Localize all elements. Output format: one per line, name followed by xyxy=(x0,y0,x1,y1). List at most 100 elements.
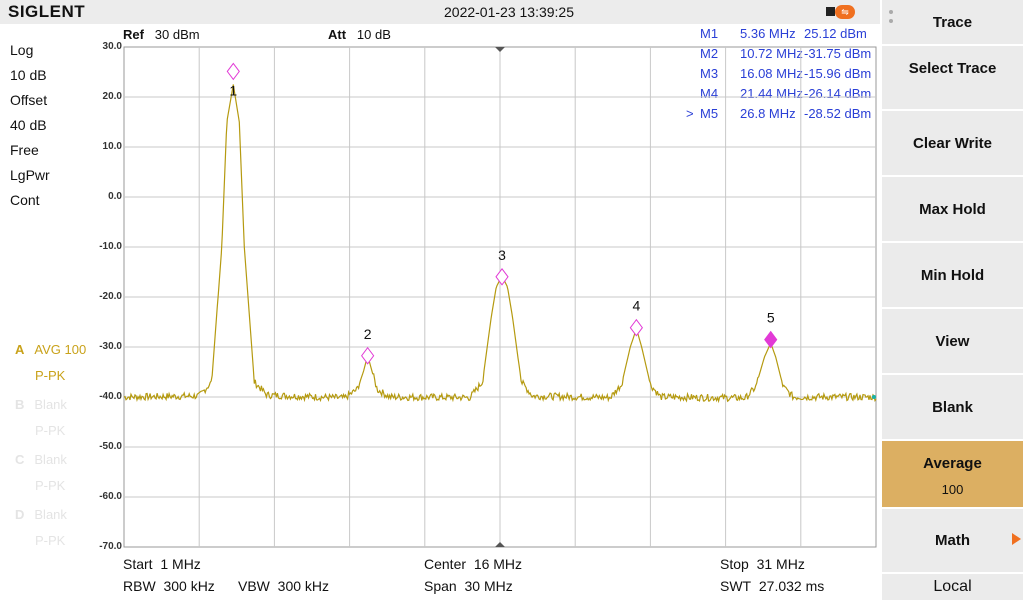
trace-letter: D xyxy=(15,507,25,522)
attenuation: Att 10 dB xyxy=(328,27,391,42)
marker-2-diamond xyxy=(361,346,375,365)
marker-name: M1 xyxy=(700,26,719,41)
marker-5-number: 5 xyxy=(767,310,775,326)
math-label: Math xyxy=(935,532,970,549)
y-tick-label: -50.0 xyxy=(99,441,122,452)
marker-freq: 5.36 MHz xyxy=(740,26,796,41)
trace-mode: Blank xyxy=(34,507,67,522)
ref-label: Ref xyxy=(123,27,144,42)
datetime: 2022-01-23 13:39:25 xyxy=(444,4,574,20)
trigger-mode: Free xyxy=(10,142,39,158)
local-button[interactable]: Local xyxy=(882,574,1023,600)
vbw: VBW 300 kHz xyxy=(238,578,329,594)
max-hold-label: Max Hold xyxy=(919,201,986,218)
center-top-pointer xyxy=(495,47,505,52)
vbw-value: 300 kHz xyxy=(277,578,330,594)
trace-menu-title: Trace xyxy=(882,0,1023,44)
blank-label: Blank xyxy=(932,399,973,416)
marker-level: -26.14 dBm xyxy=(804,86,872,101)
center-label: Center xyxy=(424,556,467,572)
marker-level: -31.75 dBm xyxy=(804,46,872,61)
offset-value: 40 dB xyxy=(10,117,47,133)
trace-mode: Blank xyxy=(34,397,67,412)
swt-label: SWT xyxy=(720,578,752,594)
trace-detector: P-PK xyxy=(35,423,66,438)
trace-a-line xyxy=(123,84,877,404)
offset-label: Offset xyxy=(10,92,48,108)
average-label: Average xyxy=(923,455,982,472)
y-tick-label: 10.0 xyxy=(102,141,122,152)
y-tick-label: -60.0 xyxy=(99,491,122,502)
marker-row: M3 16.08 MHz -15.96 dBm xyxy=(680,66,874,86)
view-button[interactable]: View xyxy=(882,309,1023,373)
marker-5-diamond xyxy=(764,330,778,349)
average-button[interactable]: Average 100 xyxy=(882,441,1023,507)
marker-name: M4 xyxy=(700,86,719,101)
marker-3-number: 3 xyxy=(498,247,506,263)
y-tick-label: -30.0 xyxy=(99,341,122,352)
avg-type: LgPwr xyxy=(10,167,50,183)
y-tick-label: -20.0 xyxy=(99,291,122,302)
marker-level: -15.96 dBm xyxy=(804,66,872,81)
marker-1-diamond xyxy=(226,62,240,81)
stop-freq: Stop 31 MHz xyxy=(720,556,805,572)
att-value: 10 dB xyxy=(356,27,391,42)
min-hold-label: Min Hold xyxy=(920,267,985,284)
trace-a-status: A AVG 100 xyxy=(15,342,86,357)
marker-4-diamond xyxy=(629,318,643,337)
usb-icon: ⇋ xyxy=(826,5,856,19)
min-hold-button[interactable]: Min Hold xyxy=(882,243,1023,307)
center-value: 16 MHz xyxy=(473,556,523,572)
trace-mode: Blank xyxy=(34,452,67,467)
y-tick-label: 0.0 xyxy=(108,191,122,202)
sweep-mode: Cont xyxy=(10,192,40,208)
rbw: RBW 300 kHz xyxy=(123,578,215,594)
marker-level: 25.12 dBm xyxy=(804,26,867,41)
scale-type: Log xyxy=(10,42,34,58)
select-trace-key[interactable]: Select Trace ABCD xyxy=(882,46,1023,152)
marker-name: M3 xyxy=(700,66,719,81)
scale-div: 10 dB xyxy=(10,67,47,83)
y-tick-label: 20.0 xyxy=(102,91,122,102)
marker-sel: > xyxy=(686,106,694,121)
max-hold-button[interactable]: Max Hold xyxy=(882,177,1023,241)
blank-button[interactable]: Blank xyxy=(882,375,1023,439)
start-label: Start xyxy=(123,556,153,572)
y-tick-label: 30.0 xyxy=(102,41,122,52)
marker-name: M5 xyxy=(700,106,719,121)
ref-value: 30 dBm xyxy=(154,27,200,42)
clear-write-button[interactable]: Clear Write xyxy=(882,111,1023,175)
start-freq: Start 1 MHz xyxy=(123,556,201,572)
trace-c-status: C Blank xyxy=(15,452,67,467)
trace-detector: P-PK xyxy=(35,478,66,493)
math-button[interactable]: Math xyxy=(882,509,1023,572)
center-freq: Center 16 MHz xyxy=(424,556,522,572)
marker-freq: 16.08 MHz xyxy=(740,66,803,81)
marker-freq: 26.8 MHz xyxy=(740,106,796,121)
drag-handle-icon xyxy=(889,10,895,28)
rbw-value: 300 kHz xyxy=(163,578,215,594)
brand-logo: SIGLENT xyxy=(8,2,86,21)
marker-level: -28.52 dBm xyxy=(804,106,872,121)
marker-row: M1 5.36 MHz 25.12 dBm xyxy=(680,26,874,46)
y-tick-label: -10.0 xyxy=(99,241,122,252)
marker-4-number: 4 xyxy=(632,298,640,314)
vbw-label: VBW xyxy=(238,578,270,594)
view-label: View xyxy=(935,333,970,350)
trace-detector: P-PK xyxy=(35,368,66,383)
marker-row: M2 10.72 MHz -31.75 dBm xyxy=(680,46,874,66)
sweep-time: SWT 27.032 ms xyxy=(720,578,824,594)
stop-value: 31 MHz xyxy=(756,556,805,572)
marker-2-number: 2 xyxy=(364,326,372,342)
trace-d-status: D Blank xyxy=(15,507,67,522)
clear-write-label: Clear Write xyxy=(913,135,992,152)
span-label: Span xyxy=(424,578,457,594)
softkey-panel: Trace Select Trace ABCD Clear Write Max … xyxy=(882,0,1023,600)
submenu-arrow-icon xyxy=(1012,533,1021,545)
trace-mode: AVG 100 xyxy=(34,342,87,357)
att-label: Att xyxy=(328,27,347,42)
trace-b-status: B Blank xyxy=(15,397,67,412)
marker-name: M2 xyxy=(700,46,719,61)
status-bar: SIGLENT 2022-01-23 13:39:25 ⇋ xyxy=(0,0,880,24)
start-value: 1 MHz xyxy=(160,556,201,572)
